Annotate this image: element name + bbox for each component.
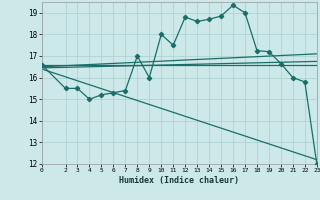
- X-axis label: Humidex (Indice chaleur): Humidex (Indice chaleur): [119, 176, 239, 185]
